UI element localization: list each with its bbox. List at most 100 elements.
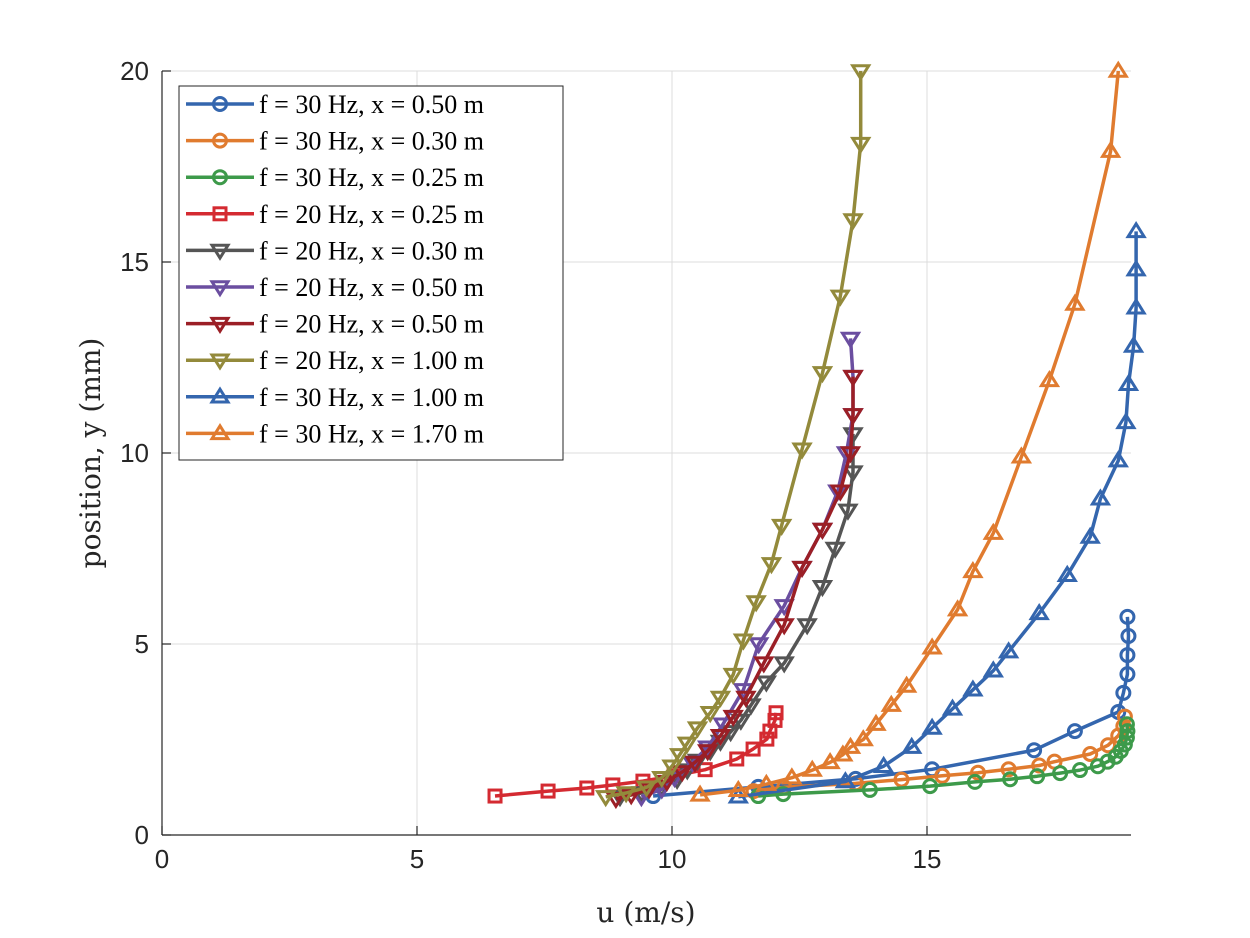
data-point: [934, 767, 951, 784]
data-point: [834, 771, 857, 789]
legend-item: f = 20 Hz, x = 0.50 m: [186, 310, 484, 339]
x-axis-label: u (m/s): [596, 896, 695, 929]
y-tick-label: 0: [135, 820, 149, 850]
data-point: [773, 656, 795, 674]
data-point: [760, 557, 783, 575]
data-point: [1038, 369, 1061, 388]
data-point: [1107, 450, 1129, 468]
legend-item: f = 20 Hz, x = 0.50 m: [186, 273, 484, 302]
data-point: [767, 712, 783, 728]
y-tick-label: 5: [135, 629, 149, 659]
data-point: [1072, 762, 1088, 779]
series-line: [640, 338, 855, 799]
data-point: [722, 709, 744, 728]
data-point: [837, 503, 859, 521]
legend-marker: [209, 316, 231, 335]
data-point: [615, 786, 637, 804]
x-tick-label: 0: [155, 844, 169, 874]
data-point: [842, 408, 864, 426]
legend-marker: [209, 280, 231, 298]
data-point: [839, 331, 862, 349]
data-point: [1120, 627, 1137, 644]
series-line: [758, 724, 1130, 798]
data-point: [579, 780, 595, 796]
data-point: [676, 736, 699, 754]
data-point: [1107, 60, 1129, 78]
axes: [161, 70, 1131, 836]
data-point: [1064, 293, 1086, 311]
series-line: [699, 70, 1121, 797]
data-point: [982, 522, 1005, 540]
data-point: [661, 759, 683, 777]
data-point: [1089, 488, 1112, 506]
x-tick-label: 10: [658, 844, 687, 874]
data-point: [1026, 742, 1043, 759]
data-point: [791, 442, 813, 460]
data-point: [962, 679, 984, 697]
data-point: [671, 765, 693, 783]
legend-item: f = 20 Hz, x = 0.30 m: [186, 236, 484, 265]
series-3: [750, 716, 1136, 805]
data-point: [1125, 259, 1147, 277]
y-tick-label: 15: [120, 247, 149, 277]
data-point: [966, 773, 983, 790]
data-point: [811, 580, 834, 598]
data-point: [1115, 684, 1132, 701]
data-point: [842, 213, 864, 231]
legend-label: f = 20 Hz, x = 0.50 m: [259, 273, 484, 302]
data-point: [745, 741, 761, 757]
data-point: [1002, 771, 1019, 788]
data-point: [872, 755, 895, 773]
legend-marker: [212, 169, 228, 186]
data-point: [709, 728, 732, 747]
data-point: [791, 560, 813, 579]
data-point: [759, 731, 775, 747]
data-point: [745, 595, 767, 613]
data-point: [1122, 335, 1145, 353]
data-point: [689, 784, 711, 802]
series-8: [594, 64, 872, 808]
data-point: [730, 713, 752, 731]
data-point: [941, 698, 964, 716]
data-point: [829, 484, 852, 502]
data-point: [1119, 647, 1136, 664]
data-point: [1028, 603, 1050, 621]
data-point: [880, 694, 903, 712]
legend-marker: [209, 422, 231, 441]
data-point: [635, 780, 658, 798]
data-point: [594, 790, 617, 808]
data-point: [747, 637, 770, 655]
data-point: [829, 289, 852, 307]
y-axis-label: position, y (mm): [74, 338, 107, 569]
data-point: [1079, 526, 1101, 544]
data-point: [697, 762, 713, 778]
data-point: [740, 698, 762, 716]
data-point: [1029, 768, 1046, 785]
data-point: [921, 637, 943, 655]
series-10: [689, 60, 1129, 802]
data-point: [651, 771, 673, 789]
data-point: [1125, 297, 1147, 315]
y-tick-label: 10: [120, 438, 149, 468]
legend-label: f = 30 Hz, x = 0.50 m: [259, 90, 484, 119]
data-point: [811, 366, 834, 384]
data-point: [1052, 765, 1069, 782]
legend-item: f = 30 Hz, x = 1.00 m: [186, 383, 484, 412]
data-point: [773, 618, 795, 636]
legend-label: f = 20 Hz, x = 0.25 m: [259, 200, 484, 229]
data-point: [1031, 757, 1048, 774]
data-point: [962, 560, 984, 579]
legend-item: f = 30 Hz, x = 0.25 m: [186, 163, 484, 192]
data-point: [1066, 723, 1083, 740]
data-point: [852, 729, 874, 747]
series-line: [652, 616, 1131, 798]
x-tick-label: 5: [410, 844, 424, 874]
legend-label: f = 30 Hz, x = 0.25 m: [259, 163, 484, 192]
legend-marker: [212, 206, 228, 222]
data-point: [895, 675, 918, 693]
legend-marker: [212, 132, 228, 149]
data-point: [732, 633, 755, 651]
data-point: [842, 369, 864, 388]
data-point: [727, 779, 750, 798]
data-point: [540, 783, 556, 799]
